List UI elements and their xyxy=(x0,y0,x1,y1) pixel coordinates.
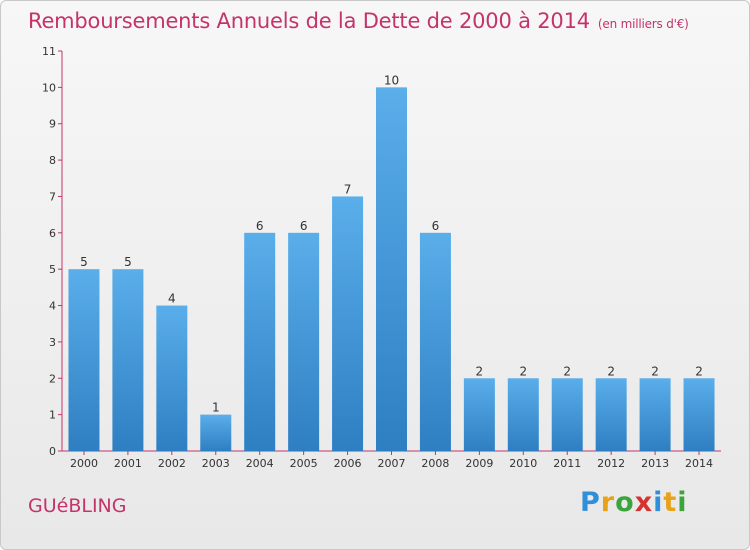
x-tick-label: 2014 xyxy=(685,457,713,470)
x-tick-label: 2010 xyxy=(509,457,537,470)
y-tick-label: 8 xyxy=(49,154,56,167)
data-label: 5 xyxy=(80,255,88,269)
x-tick-label: 2011 xyxy=(553,457,581,470)
bar xyxy=(507,378,539,451)
x-tick-label: 2000 xyxy=(70,457,98,470)
bar xyxy=(332,196,364,451)
y-tick-label: 9 xyxy=(49,118,56,131)
x-tick-label: 2005 xyxy=(290,457,318,470)
y-tick-label: 3 xyxy=(49,336,56,349)
bar xyxy=(156,305,188,451)
logo-letter: t xyxy=(663,487,678,518)
logo-letter: i xyxy=(677,487,688,518)
bar xyxy=(595,378,627,451)
data-label: 2 xyxy=(519,364,527,378)
data-label: 4 xyxy=(168,292,176,306)
chart-title: Remboursements Annuels de la Dette de 20… xyxy=(28,9,689,33)
logo-letter: o xyxy=(615,487,635,518)
x-tick-label: 2008 xyxy=(421,457,449,470)
data-label: 6 xyxy=(256,219,264,233)
y-tick-label: 0 xyxy=(49,445,56,458)
y-tick-label: 1 xyxy=(49,409,56,422)
city-name: GUéBLING xyxy=(28,495,127,517)
bar xyxy=(463,378,495,451)
x-tick-label: 2013 xyxy=(641,457,669,470)
data-label: 2 xyxy=(476,364,484,378)
y-tick-label: 7 xyxy=(49,190,56,203)
logo-letter: i xyxy=(653,487,664,518)
x-tick-label: 2012 xyxy=(597,457,625,470)
bar xyxy=(683,378,715,451)
bar xyxy=(639,378,671,451)
chart-labels: 0 1 2 3 4 5 6 7 8 9 10 11 2000 5 2001 5 2002 4 2003 1 2004 6 2… xyxy=(42,45,713,470)
data-label: 2 xyxy=(651,364,659,378)
y-tick-label: 6 xyxy=(49,227,56,240)
data-label: 1 xyxy=(212,401,220,415)
data-label: 6 xyxy=(432,219,440,233)
x-tick-label: 2001 xyxy=(114,457,142,470)
bar xyxy=(244,232,276,451)
chart-title-text: Remboursements Annuels de la Dette de 20… xyxy=(28,9,590,33)
data-label: 10 xyxy=(384,73,399,87)
data-label: 6 xyxy=(300,219,308,233)
data-label: 5 xyxy=(124,255,132,269)
y-tick-label: 2 xyxy=(49,372,56,385)
proxiti-logo[interactable]: Proxiti xyxy=(580,487,688,518)
chart-title-unit: (en milliers d'€) xyxy=(597,17,689,31)
x-tick-label: 2006 xyxy=(334,457,362,470)
logo-letter: r xyxy=(600,487,616,518)
y-tick-label: 5 xyxy=(49,263,56,276)
logo-letter: P xyxy=(580,487,601,518)
bar xyxy=(68,269,100,451)
bar xyxy=(288,232,320,451)
bar xyxy=(419,232,451,451)
y-tick-label: 10 xyxy=(42,81,56,94)
data-label: 2 xyxy=(563,364,571,378)
data-label: 7 xyxy=(344,182,352,196)
bar xyxy=(200,414,232,451)
y-tick-label: 4 xyxy=(49,300,56,313)
x-tick-label: 2003 xyxy=(202,457,230,470)
x-tick-label: 2007 xyxy=(378,457,406,470)
y-tick-label: 11 xyxy=(42,45,56,58)
chart-bars xyxy=(68,87,715,451)
bar xyxy=(112,269,144,451)
logo-letter: x xyxy=(634,487,654,518)
bar xyxy=(551,378,583,451)
x-tick-label: 2002 xyxy=(158,457,186,470)
data-label: 2 xyxy=(695,364,703,378)
data-label: 2 xyxy=(607,364,615,378)
x-tick-label: 2009 xyxy=(465,457,493,470)
x-tick-label: 2004 xyxy=(246,457,274,470)
bar xyxy=(376,87,407,451)
